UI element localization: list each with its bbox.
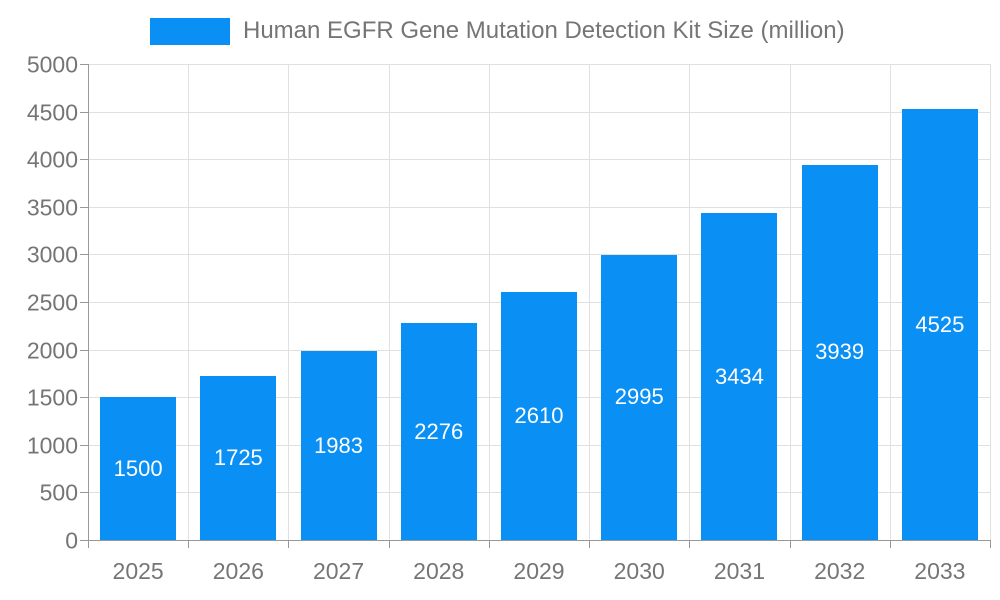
x-gridline [689, 64, 691, 540]
y-axis-label: 2000 [26, 337, 78, 364]
x-axis-label: 2031 [713, 558, 766, 584]
bar-value-label: 4525 [915, 311, 965, 337]
y-axis-tick [80, 254, 88, 256]
y-axis-line [88, 64, 89, 548]
x-gridline [789, 64, 791, 540]
x-gridline [288, 64, 290, 540]
y-axis-tick [80, 302, 88, 303]
y-axis-tick [80, 397, 88, 399]
bar-value-label: 2276 [414, 418, 464, 444]
x-gridline [990, 64, 991, 540]
y-gridline [88, 111, 990, 113]
bar-2026[interactable]: 1725 [200, 375, 277, 540]
y-axis-label: 500 [39, 479, 78, 506]
y-axis-tick [80, 349, 88, 351]
bar-2029[interactable]: 2610 [501, 291, 577, 540]
y-axis-label: 1000 [26, 432, 78, 459]
y-gridline [88, 206, 990, 208]
x-gridline [188, 64, 190, 540]
bar-value-label: 3434 [714, 363, 764, 389]
y-axis-tick [80, 159, 88, 161]
y-axis-label: 2500 [26, 289, 78, 316]
y-axis-label: 1500 [26, 384, 78, 411]
bar-2028[interactable]: 2276 [400, 323, 477, 540]
bar-2027[interactable]: 1983 [300, 351, 377, 540]
x-axis-label: 2028 [413, 558, 465, 584]
y-gridline [88, 159, 990, 161]
y-axis-tick [80, 492, 88, 494]
bar-2025[interactable]: 1500 [100, 397, 177, 540]
bar-value-label: 1983 [314, 432, 364, 458]
y-axis-label: 4500 [26, 99, 78, 126]
bar-value-label: 3939 [815, 339, 865, 365]
y-axis-label: 5000 [26, 51, 78, 78]
x-gridline [488, 64, 490, 540]
x-axis-label: 2025 [112, 558, 164, 584]
x-axis-label: 2033 [914, 558, 966, 584]
x-axis-label: 2026 [212, 558, 264, 584]
x-axis-tick [288, 540, 290, 548]
bar-value-label: 2610 [514, 402, 564, 428]
x-axis-tick [388, 540, 390, 548]
y-axis-label: 3500 [26, 194, 78, 221]
x-gridline [889, 64, 891, 540]
x-axis-tick [188, 540, 190, 548]
bar-value-label: 1725 [213, 444, 263, 470]
bar-value-label: 2995 [614, 384, 664, 410]
y-axis-tick [80, 540, 88, 541]
y-axis-tick [80, 444, 88, 446]
y-axis-label: 4000 [26, 146, 78, 173]
x-axis-label: 2027 [312, 558, 365, 584]
y-axis-tick [80, 64, 88, 65]
legend-item[interactable]: Human EGFR Gene Mutation Detection Kit S… [150, 16, 845, 46]
legend-label: Human EGFR Gene Mutation Detection Kit S… [243, 17, 845, 44]
bar-value-label: 1500 [113, 455, 163, 481]
bar-2030[interactable]: 2995 [601, 254, 678, 540]
y-axis-label: 0 [65, 527, 78, 554]
x-axis-tick [889, 540, 891, 548]
x-gridline [388, 64, 390, 540]
x-axis-label: 2029 [513, 558, 565, 584]
y-gridline [88, 254, 990, 256]
x-axis-tick [990, 540, 991, 548]
bar-2031[interactable]: 3434 [701, 213, 778, 540]
x-axis-tick [488, 540, 490, 548]
legend-swatch [150, 17, 230, 45]
bar-2032[interactable]: 3939 [801, 165, 878, 540]
x-axis-label: 2030 [613, 558, 665, 584]
y-axis-tick [80, 111, 88, 113]
x-axis-line [88, 540, 990, 541]
x-axis-label: 2032 [814, 558, 866, 584]
x-axis-tick [789, 540, 791, 548]
x-gridline [589, 64, 591, 540]
y-axis-tick [80, 206, 88, 208]
y-gridline [88, 64, 990, 65]
x-axis-tick [689, 540, 691, 548]
x-axis-tick [589, 540, 591, 548]
bar-2033[interactable]: 4525 [901, 109, 978, 540]
y-axis-label: 3000 [26, 241, 78, 268]
